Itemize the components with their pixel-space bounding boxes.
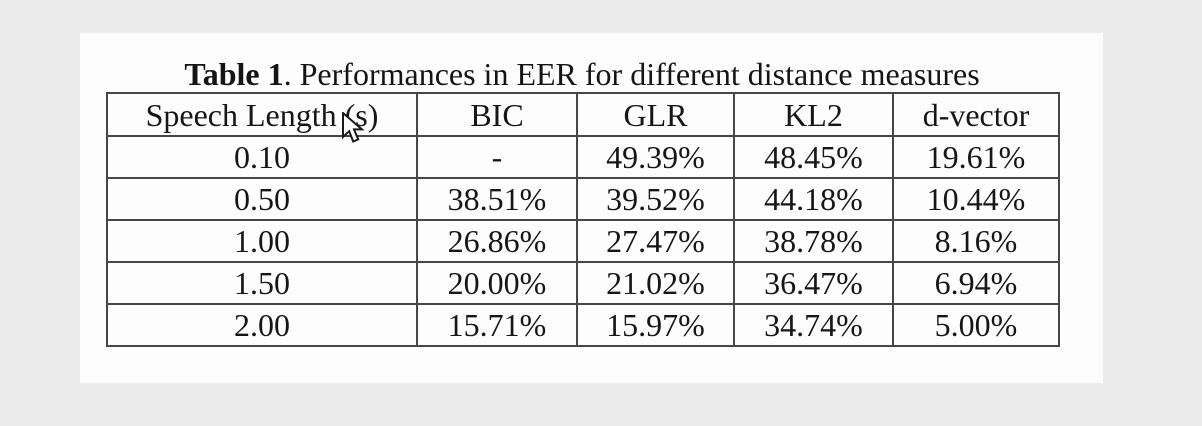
cell-kl2: 48.45%	[733, 135, 894, 179]
cell-d-vector: 5.00%	[892, 303, 1060, 347]
cell-speech-length: 0.10	[106, 135, 418, 179]
eer-results-table: Speech Length (s) BIC GLR KL2 d-vector 0…	[106, 92, 1060, 347]
cell-d-vector: 6.94%	[892, 261, 1060, 305]
table-row: 1.50 20.00% 21.02% 36.47% 6.94%	[106, 261, 1060, 305]
cell-kl2: 44.18%	[733, 177, 894, 221]
col-header-glr: GLR	[576, 92, 735, 137]
cell-d-vector: 8.16%	[892, 219, 1060, 263]
cell-d-vector: 19.61%	[892, 135, 1060, 179]
cell-speech-length: 1.50	[106, 261, 418, 305]
col-header-bic: BIC	[416, 92, 578, 137]
cell-bic: 15.71%	[416, 303, 578, 347]
table-header-row: Speech Length (s) BIC GLR KL2 d-vector	[106, 92, 1060, 137]
table-row: 1.00 26.86% 27.47% 38.78% 8.16%	[106, 219, 1060, 263]
cell-bic: 26.86%	[416, 219, 578, 263]
table-caption-label: Table 1	[184, 56, 284, 92]
cell-bic: 38.51%	[416, 177, 578, 221]
cell-glr: 15.97%	[576, 303, 735, 347]
col-header-kl2: KL2	[733, 92, 894, 137]
cell-d-vector: 10.44%	[892, 177, 1060, 221]
col-header-d-vector: d-vector	[892, 92, 1060, 137]
table-row: 0.50 38.51% 39.52% 44.18% 10.44%	[106, 177, 1060, 221]
cell-glr: 39.52%	[576, 177, 735, 221]
cell-bic: 20.00%	[416, 261, 578, 305]
cell-kl2: 36.47%	[733, 261, 894, 305]
cell-speech-length: 2.00	[106, 303, 418, 347]
cell-kl2: 34.74%	[733, 303, 894, 347]
cell-glr: 27.47%	[576, 219, 735, 263]
cell-glr: 49.39%	[576, 135, 735, 179]
cell-kl2: 38.78%	[733, 219, 894, 263]
document-page: Table 1. Performances in EER for differe…	[80, 33, 1103, 383]
table-row: 0.10 - 49.39% 48.45% 19.61%	[106, 135, 1060, 179]
table-row: 2.00 15.71% 15.97% 34.74% 5.00%	[106, 303, 1060, 347]
cell-speech-length: 0.50	[106, 177, 418, 221]
table-caption: Table 1. Performances in EER for differe…	[106, 57, 1058, 91]
cell-bic: -	[416, 135, 578, 179]
cell-glr: 21.02%	[576, 261, 735, 305]
col-header-speech-length: Speech Length (s)	[106, 92, 418, 137]
table-caption-text: . Performances in EER for different dist…	[283, 56, 980, 92]
cell-speech-length: 1.00	[106, 219, 418, 263]
